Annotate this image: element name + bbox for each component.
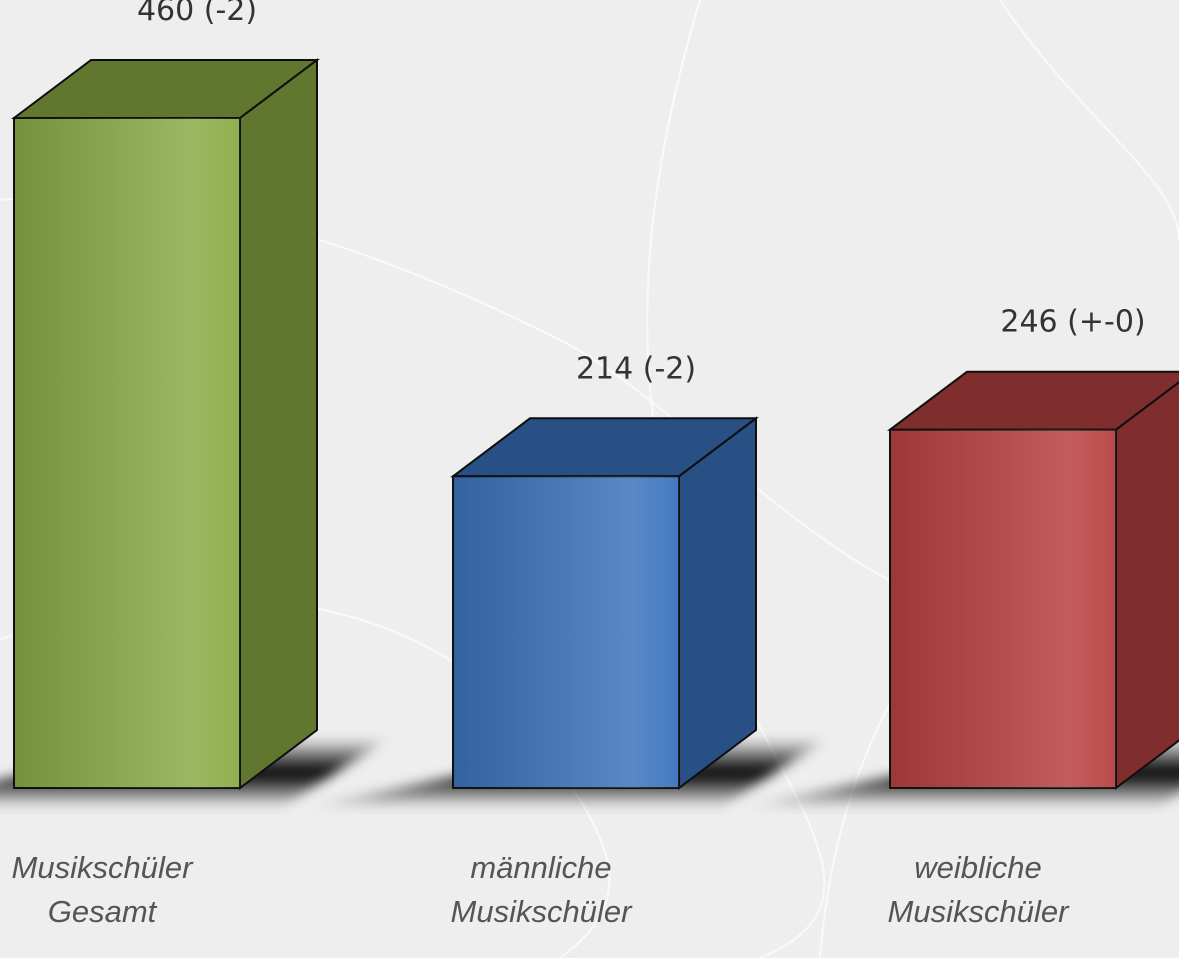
category-label: Musikschüler Gesamt: [11, 850, 193, 929]
bar-shine: [890, 429, 1116, 788]
bar-shine: [453, 476, 679, 788]
bar-top-shade: [14, 60, 317, 118]
category-label: männliche Musikschüler: [450, 850, 632, 929]
value-label: 246 (+-0): [1000, 305, 1145, 340]
value-label: 460 (-2): [137, 0, 257, 28]
bar-shine: [14, 118, 240, 788]
value-label: 214 (-2): [576, 351, 696, 386]
bar-side-shade: [679, 418, 756, 788]
category-label: weibliche Musikschüler: [887, 850, 1069, 929]
bar-top-shade: [890, 371, 1179, 430]
bar-side-shade: [240, 60, 317, 788]
bar-side-shade: [1116, 382, 1179, 788]
bars: 460 (-2) 214 (-2) 246 (+-0): [0, 0, 1179, 808]
bar-top-shade: [453, 418, 756, 477]
